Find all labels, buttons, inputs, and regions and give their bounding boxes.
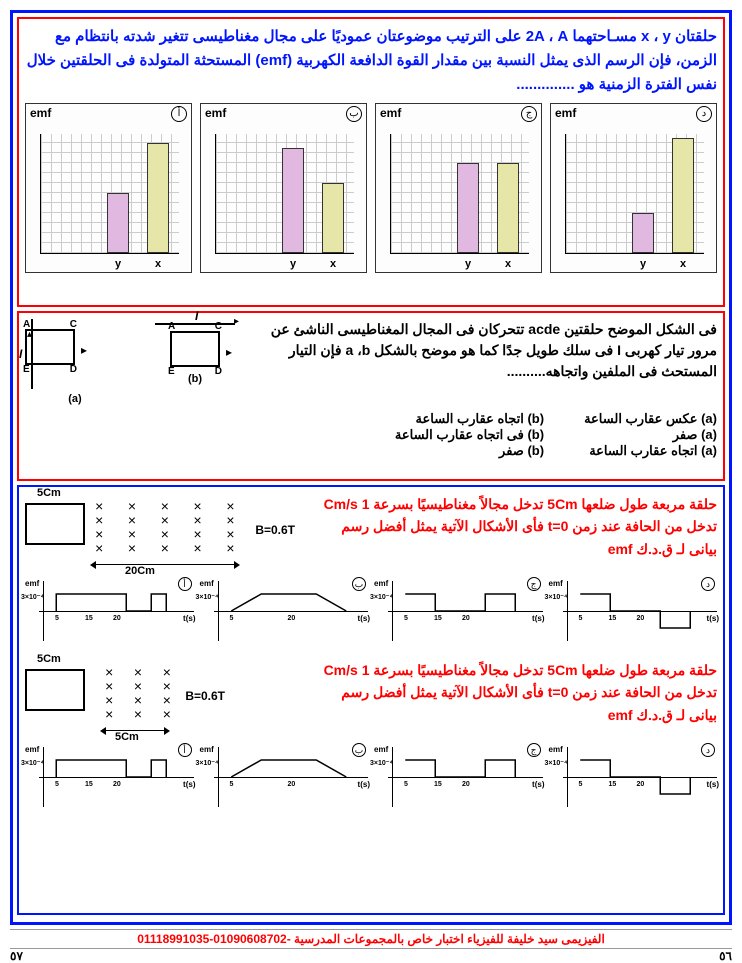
q1-options: emf أ xy emf ب xy emf ج — [25, 103, 717, 273]
diag-label-a: (a) — [25, 393, 125, 405]
badge: د — [696, 106, 712, 122]
label-5cm-b: 5Cm — [115, 731, 139, 743]
field-crosses: × × × × ×× × × × ×× × × × ×× × × × × — [95, 501, 243, 557]
chart-option-a: emf أ xy — [25, 103, 192, 273]
xaxis: xy — [221, 258, 354, 270]
emf-chart-d: د emf 3×10⁻⁴ t(s) 5 15 20 — [549, 579, 718, 649]
q2-content: فى الشكل الموضح حلقتين acde تتحركان فى ا… — [25, 319, 717, 405]
page-container: حلقتان x ، y مسـاحتهما 2A ، A على الترتي… — [10, 10, 732, 925]
page-num-right: ٥٦ — [719, 949, 732, 963]
emf-chart-c: ج emf 3×10⁻⁴ t(s) 5 15 20 — [374, 745, 543, 815]
field-crosses: × × ×× × ×× × ×× × × — [105, 667, 177, 723]
badge: أ — [171, 106, 187, 122]
answers-b: (b) اتجاه عقارب الساعة (b) فى اتجاه عقار… — [395, 411, 544, 459]
ylabel: emf — [30, 106, 51, 120]
question-3: حلقة مربعة طول ضلعها 5Cm تدخل مجالاً مغن… — [17, 485, 725, 915]
emf-options-1: أ emf 3×10⁻⁴ t(s) 5 15 20 ب emf 3×10⁻⁴ t… — [25, 579, 717, 649]
chart-option-d: emf د xy — [550, 103, 717, 273]
emf-chart-c: ج emf 3×10⁻⁴ t(s) 5 15 20 — [374, 579, 543, 649]
b-label: B=0.6T — [185, 689, 225, 703]
emf-chart-b: ب emf 3×10⁻⁴ t(s) 5 20 — [200, 579, 369, 649]
barchart — [215, 134, 354, 254]
loop-b: A C E D ▸ — [170, 331, 220, 367]
q3-diagram1: 5Cm × × × × ×× × × × ×× × × × ×× × × × ×… — [25, 493, 305, 573]
emf-options-2: أ emf 3×10⁻⁴ t(s) 5 15 20 ب emf 3×10⁻⁴ t… — [25, 745, 717, 815]
emf-chart-a: أ emf 3×10⁻⁴ t(s) 5 15 20 — [25, 745, 194, 815]
chart-option-b: emf ب xy — [200, 103, 367, 273]
bar-x — [672, 138, 694, 253]
q2-text: فى الشكل الموضح حلقتين acde تتحركان فى ا… — [255, 319, 717, 405]
bar-y — [107, 193, 129, 253]
q2-answers: (a) عكس عقارب الساعة (a) صفر (a) اتجاه ع… — [25, 411, 717, 459]
bar-x — [497, 163, 519, 253]
square-loop — [25, 503, 85, 545]
answer-item: (a) اتجاه عقارب الساعة — [584, 443, 717, 459]
field-diagram: 5Cm × × ×× × ×× × ×× × × B=0.6T 5Cm — [25, 659, 305, 739]
label-5cm: 5Cm — [37, 653, 61, 665]
q3-text1: حلقة مربعة طول ضلعها 5Cm تدخل مجالاً مغن… — [317, 493, 717, 573]
b-label: B=0.6T — [255, 523, 295, 537]
bar-y — [282, 148, 304, 253]
answer-item: (b) صفر — [395, 443, 544, 459]
chart-option-c: emf ج xy — [375, 103, 542, 273]
bar-y — [457, 163, 479, 253]
label-20cm: 20Cm — [125, 565, 155, 577]
answer-item: (b) اتجاه عقارب الساعة — [395, 411, 544, 427]
bar-x — [322, 183, 344, 253]
square-loop — [25, 669, 85, 711]
emf-chart-b: ب emf 3×10⁻⁴ t(s) 5 20 — [200, 745, 369, 815]
ylabel: emf — [380, 106, 401, 120]
question-2: فى الشكل الموضح حلقتين acde تتحركان فى ا… — [17, 311, 725, 481]
answer-item: (b) فى اتجاه عقارب الساعة — [395, 427, 544, 443]
page-footer: الفيزيمى سيد خليفة للفيزياء اختبار خاص ب… — [10, 929, 732, 949]
diagram-a: I ▴ A C E D ▸ (a) — [25, 319, 125, 405]
loop-a: A C E D ▸ — [25, 329, 75, 365]
bar-y — [632, 213, 654, 253]
q1-text: حلقتان x ، y مسـاحتهما 2A ، A على الترتي… — [25, 25, 717, 97]
answers-a: (a) عكس عقارب الساعة (a) صفر (a) اتجاه ع… — [584, 411, 717, 459]
page-numbers: ٥٦ ٥٧ — [10, 949, 732, 963]
emf-chart-a: أ emf 3×10⁻⁴ t(s) 5 15 20 — [25, 579, 194, 649]
field-diagram: 5Cm × × × × ×× × × × ×× × × × ×× × × × ×… — [25, 493, 305, 573]
q2-diagrams: I ▴ A C E D ▸ (a) A C — [25, 319, 245, 405]
emf-chart-d: د emf 3×10⁻⁴ t(s) 5 15 20 — [549, 745, 718, 815]
barchart — [40, 134, 179, 254]
xaxis: xy — [571, 258, 704, 270]
question-1: حلقتان x ، y مسـاحتهما 2A ، A على الترتي… — [17, 17, 725, 307]
q3-diagram2: 5Cm × × ×× × ×× × ×× × × B=0.6T 5Cm — [25, 659, 305, 739]
bar-x — [147, 143, 169, 253]
diagram-b: A C E D ▸ (b) — [145, 319, 245, 405]
badge: ج — [521, 106, 537, 122]
page-num-left: ٥٧ — [10, 949, 23, 963]
label-5cm: 5Cm — [37, 487, 61, 499]
q3-text2: حلقة مربعة طول ضلعها 5Cm تدخل مجالاً مغن… — [317, 659, 717, 739]
diag-label-b: (b) — [145, 373, 245, 385]
width-arrow — [95, 564, 235, 565]
ylabel: emf — [205, 106, 226, 120]
ylabel: emf — [555, 106, 576, 120]
barchart — [565, 134, 704, 254]
xaxis: xy — [46, 258, 179, 270]
q3-block2: حلقة مربعة طول ضلعها 5Cm تدخل مجالاً مغن… — [25, 659, 717, 739]
badge: ب — [346, 106, 362, 122]
wire-horizontal — [155, 323, 235, 325]
answer-item: (a) عكس عقارب الساعة — [584, 411, 717, 427]
q3-block1: حلقة مربعة طول ضلعها 5Cm تدخل مجالاً مغن… — [25, 493, 717, 573]
xaxis: xy — [396, 258, 529, 270]
answer-item: (a) صفر — [584, 427, 717, 443]
barchart — [390, 134, 529, 254]
